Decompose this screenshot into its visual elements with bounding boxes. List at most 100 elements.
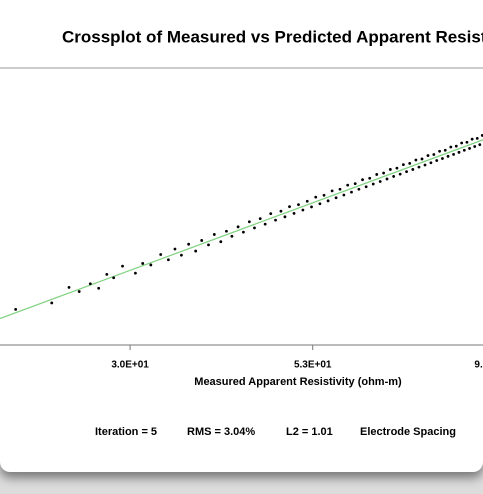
data-point (452, 152, 455, 156)
data-point (269, 212, 273, 215)
data-point (263, 222, 267, 226)
data-point (382, 171, 386, 175)
data-point (236, 225, 240, 229)
data-point (14, 307, 18, 311)
data-point (401, 163, 405, 167)
data-point (423, 163, 427, 167)
data-point (121, 264, 124, 268)
data-point (338, 187, 342, 191)
data-point (368, 176, 372, 180)
data-point (301, 208, 305, 212)
stat-iteration: Iteration = 5 (95, 426, 157, 438)
data-point (159, 253, 163, 256)
data-point (50, 301, 54, 305)
data-point (443, 148, 447, 152)
data-point (225, 229, 228, 233)
data-point (385, 177, 389, 181)
data-point (446, 154, 450, 158)
data-point (134, 271, 137, 275)
data-point (475, 136, 479, 140)
data-point (149, 263, 153, 267)
data-point (353, 182, 357, 186)
data-point (361, 178, 364, 182)
data-point (200, 239, 204, 242)
data-point (449, 145, 453, 149)
data-point (378, 180, 382, 183)
data-point (166, 258, 170, 262)
data-point (438, 149, 441, 153)
chart: Crossplot of Measured vs Predicted Appar… (0, 27, 483, 438)
data-point (322, 193, 326, 197)
data-point (334, 196, 338, 200)
data-point (112, 276, 116, 280)
data-point (274, 218, 277, 222)
data-point (141, 262, 145, 265)
data-point (480, 134, 483, 137)
data-point (241, 230, 245, 234)
data-point (258, 217, 262, 221)
data-point (305, 199, 309, 203)
data-point (468, 147, 471, 150)
chart-card: Crossplot of Measured vs Predicted Appar… (0, 0, 483, 472)
data-point (105, 273, 109, 276)
data-point (297, 203, 300, 207)
data-point (247, 220, 251, 224)
data-point (457, 150, 461, 154)
data-point (97, 286, 101, 290)
data-point (219, 240, 223, 244)
x-axis-label: Measured Apparent Resistivity (ohm-m) (194, 376, 402, 388)
data-point (432, 153, 436, 156)
data-point (173, 247, 177, 251)
data-point (462, 148, 466, 152)
data-point (350, 190, 353, 194)
data-point (465, 140, 469, 144)
data-point (314, 195, 318, 199)
data-point (375, 173, 379, 176)
data-point (405, 170, 408, 174)
data-point (420, 157, 424, 161)
data-point (326, 199, 330, 203)
data-point (330, 189, 334, 193)
stat-spacing: Electrode Spacing (360, 426, 456, 438)
x-tick-label: 5.3E+01 (294, 360, 332, 371)
data-point (88, 282, 92, 286)
data-point (310, 205, 313, 209)
data-point (392, 175, 396, 178)
data-point (388, 168, 392, 171)
data-point (460, 141, 464, 145)
data-point (279, 209, 283, 213)
data-point (371, 182, 375, 186)
data-point (429, 161, 433, 165)
x-tick-label: 9.3E+01 (474, 360, 483, 371)
data-point (478, 143, 482, 147)
data-point (473, 145, 477, 148)
chart-title: Crossplot of Measured vs Predicted Appar… (62, 27, 483, 46)
data-point (318, 202, 322, 206)
stat-rms: RMS = 3.04% (187, 426, 255, 438)
x-tick-label: 3.0E+01 (111, 360, 149, 371)
data-point (411, 168, 415, 171)
data-point (342, 193, 346, 197)
data-point (398, 172, 402, 176)
data-point (180, 253, 183, 257)
reference-line (0, 139, 483, 320)
data-point (292, 211, 296, 215)
data-point (230, 234, 234, 238)
data-point (288, 205, 291, 209)
data-point (187, 242, 191, 246)
data-point (441, 157, 444, 160)
data-point (454, 144, 458, 148)
data-point (470, 137, 474, 141)
data-point (212, 233, 216, 236)
data-point (364, 185, 368, 189)
data-point (77, 290, 81, 293)
data-point (414, 158, 418, 162)
data-point (426, 154, 430, 157)
data-point (253, 226, 256, 230)
data-point (357, 187, 361, 191)
data-point (346, 183, 350, 187)
data-point (207, 243, 210, 247)
data-point (435, 159, 439, 162)
data-point (395, 166, 399, 170)
